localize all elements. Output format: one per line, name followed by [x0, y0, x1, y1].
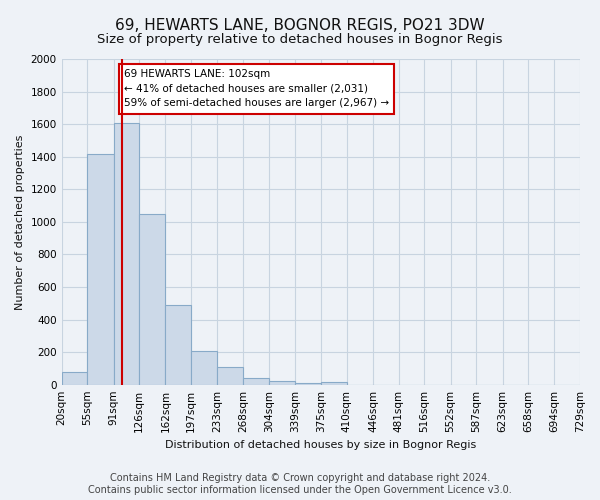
Text: 69, HEWARTS LANE, BOGNOR REGIS, PO21 3DW: 69, HEWARTS LANE, BOGNOR REGIS, PO21 3DW — [115, 18, 485, 32]
Bar — [139, 214, 166, 384]
Bar — [269, 382, 295, 384]
Bar — [321, 382, 347, 384]
Bar — [62, 372, 87, 384]
Bar — [87, 154, 113, 384]
X-axis label: Distribution of detached houses by size in Bognor Regis: Distribution of detached houses by size … — [165, 440, 476, 450]
Text: Contains HM Land Registry data © Crown copyright and database right 2024.
Contai: Contains HM Land Registry data © Crown c… — [88, 474, 512, 495]
Text: Size of property relative to detached houses in Bognor Regis: Size of property relative to detached ho… — [97, 32, 503, 46]
Bar — [295, 383, 321, 384]
Bar — [217, 367, 243, 384]
Bar — [243, 378, 269, 384]
Bar — [113, 122, 139, 384]
Text: 69 HEWARTS LANE: 102sqm
← 41% of detached houses are smaller (2,031)
59% of semi: 69 HEWARTS LANE: 102sqm ← 41% of detache… — [124, 69, 389, 108]
Bar — [166, 305, 191, 384]
Y-axis label: Number of detached properties: Number of detached properties — [15, 134, 25, 310]
Bar — [191, 352, 217, 384]
